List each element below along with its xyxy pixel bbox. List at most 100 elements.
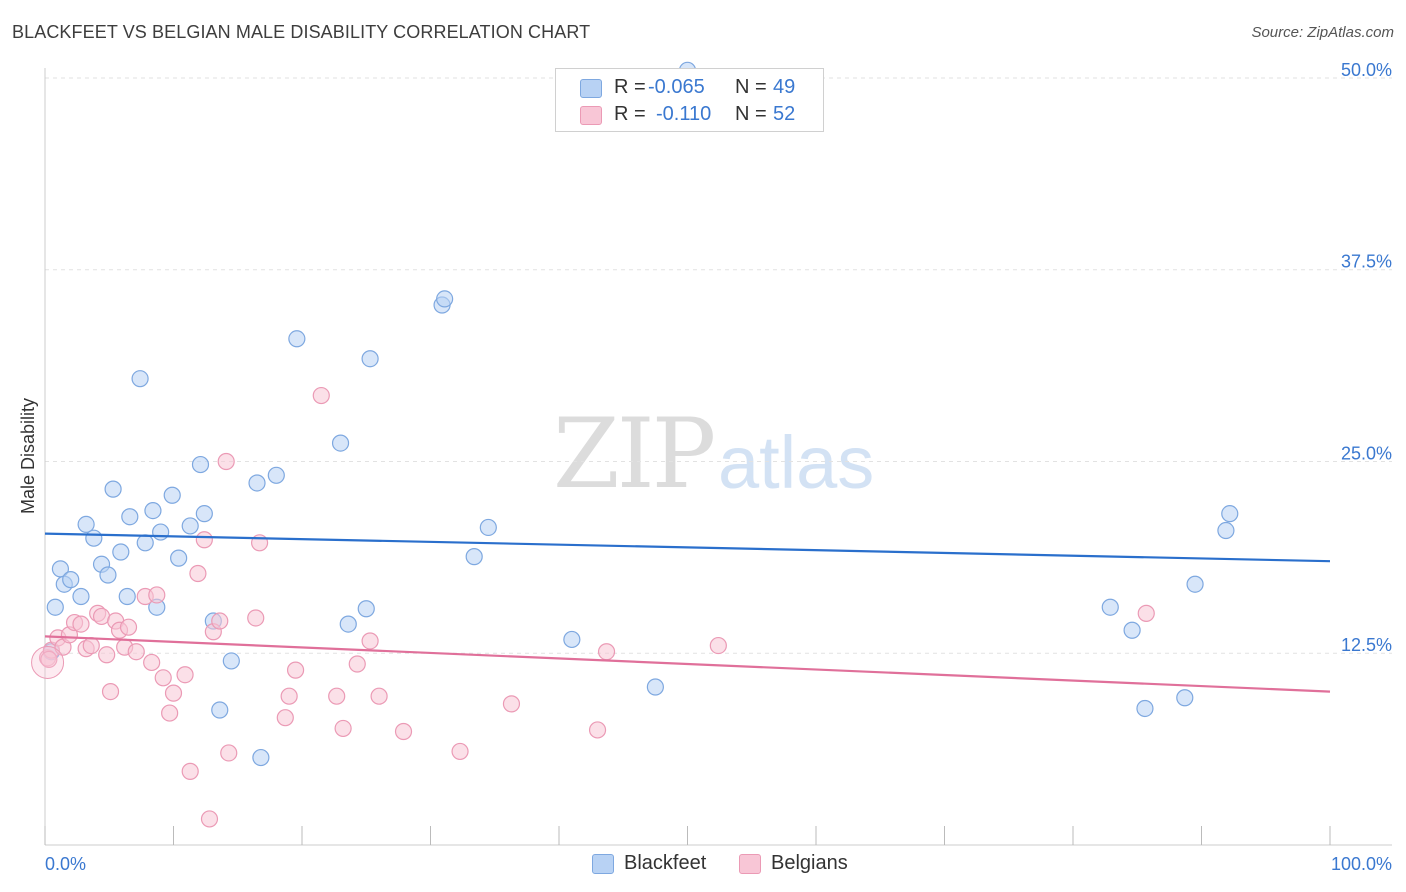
blackfeet-point	[1136, 699, 1154, 718]
label-layer: 12.5% 25.0% 37.5% 50.0% 0.0% 100.0% Male Disab…	[18, 60, 1392, 874]
blackfeet-point	[479, 518, 497, 537]
blackfeet-point	[1186, 575, 1204, 593]
blackfeet-point	[357, 600, 375, 618]
belgians-point	[588, 721, 607, 739]
belgians-point	[119, 618, 138, 636]
belgians-point	[40, 650, 58, 668]
belgians-point	[280, 687, 298, 705]
belgians-point	[127, 643, 145, 661]
blackfeet-point	[195, 505, 213, 523]
belgians-point	[334, 719, 352, 738]
x-tick-label: 100.0%	[1331, 854, 1392, 874]
belgians-point	[148, 586, 166, 604]
blackfeet-trend-line	[44, 532, 1331, 563]
blackfeet-point	[288, 330, 306, 348]
blackfeet-point	[267, 466, 285, 484]
blackfeet-point	[252, 748, 270, 767]
legend-swatch-blackfeet	[580, 79, 602, 98]
legend-n-label: N =	[735, 76, 767, 98]
source-credit: Source: ZipAtlas.com	[1251, 24, 1394, 41]
belgians-point	[143, 653, 161, 672]
chart-title: BLACKFEET VS BELGIAN MALE DISABILITY COR…	[12, 22, 591, 42]
blackfeet-point	[181, 517, 199, 535]
y-tick-label: 12.5%	[1341, 635, 1392, 655]
legend-n-label: N =	[735, 103, 767, 125]
belgians-point	[217, 452, 235, 471]
axis-layer	[44, 68, 1392, 846]
legend-r-value: -0.065	[648, 76, 705, 98]
y-tick-label: 25.0%	[1341, 443, 1392, 463]
y-tick-label: 37.5%	[1341, 252, 1392, 272]
blackfeet-point	[1176, 689, 1194, 707]
blackfeet-point	[152, 523, 170, 541]
belgians-trend-line	[44, 635, 1331, 693]
belgians-point	[195, 531, 213, 549]
belgians-point	[348, 655, 366, 673]
blackfeet-point	[72, 587, 90, 606]
belgians-point	[597, 643, 616, 661]
bottom-legend-label: Blackfeet	[624, 852, 707, 874]
belgians-cluster-point	[31, 645, 65, 679]
belgians-point	[181, 762, 199, 780]
belgians-point	[1137, 604, 1155, 622]
blackfeet-point	[136, 534, 154, 552]
watermark-zip: ZIP	[553, 398, 716, 510]
legend-r-label: R =	[614, 103, 646, 125]
x-tick-label: 0.0%	[45, 854, 86, 874]
blackfeet-point	[465, 548, 483, 566]
blackfeet-point	[248, 474, 266, 492]
belgians-point	[276, 709, 294, 727]
legend-n-value: 52	[773, 103, 796, 125]
blackfeet-point	[46, 598, 64, 616]
blackfeet-point	[112, 543, 130, 561]
belgians-point	[176, 666, 194, 684]
belgians-point	[101, 682, 120, 701]
belgians-point	[211, 612, 229, 630]
blackfeet-point	[62, 571, 80, 589]
belgians-point	[247, 609, 265, 627]
belgians-point	[98, 646, 116, 664]
belgians-point	[709, 636, 727, 655]
belgians-point	[312, 386, 330, 405]
belgians-point	[451, 742, 469, 761]
y-tick-label: 50.0%	[1341, 60, 1392, 80]
belgians-point	[502, 695, 521, 713]
belgians-point	[286, 661, 305, 679]
belgians-point	[164, 684, 183, 702]
blackfeet-point	[339, 615, 357, 633]
blackfeet-point	[331, 434, 350, 452]
blackfeet-point	[1217, 521, 1235, 540]
blackfeet-point	[1123, 621, 1141, 639]
blackfeet-point	[163, 486, 181, 504]
y-axis-title: Male Disability	[18, 398, 38, 514]
blackfeet-point	[436, 290, 454, 308]
legend-swatch-belgians	[580, 106, 602, 125]
blackfeet-point	[563, 630, 581, 649]
belgians-point	[220, 744, 238, 762]
bottom-legend-label: Belgians	[771, 852, 848, 874]
belgians-point	[328, 687, 346, 705]
trend-layer	[44, 532, 1331, 693]
bottom-legend-swatch-belgians	[739, 854, 761, 874]
belgians-point	[370, 687, 388, 705]
legend-r-label: R =	[614, 76, 646, 98]
belgians-point	[154, 669, 172, 687]
legend-n-value: 49	[773, 76, 796, 98]
belgians-point	[161, 704, 179, 722]
blackfeet-point	[99, 566, 117, 584]
blackfeet-point	[361, 350, 379, 368]
blackfeet-point	[1101, 598, 1119, 616]
correlation-legend: R = -0.065 N = 49 R = -0.110 N = 52	[555, 68, 824, 132]
blackfeet-point	[77, 515, 95, 533]
points-layer	[31, 61, 1239, 828]
belgians-point	[361, 632, 379, 650]
blackfeet-point	[211, 701, 229, 719]
bottom-legend-swatch-blackfeet	[592, 854, 614, 874]
blackfeet-point	[85, 529, 103, 547]
belgians-point	[200, 810, 219, 828]
blackfeet-point	[118, 587, 136, 606]
blackfeet-point	[1221, 505, 1239, 523]
blackfeet-point	[144, 501, 162, 520]
blackfeet-point	[104, 480, 122, 498]
